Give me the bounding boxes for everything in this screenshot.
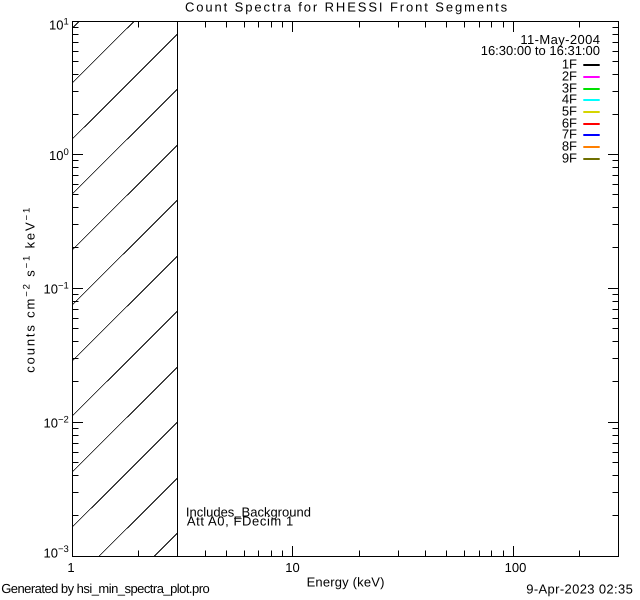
svg-text:100: 100 xyxy=(505,560,527,575)
svg-text:2F: 2F xyxy=(562,68,577,83)
svg-text:Att A0, FDecim 1: Att A0, FDecim 1 xyxy=(187,514,294,529)
svg-text:Count Spectra for RHESSI Front: Count Spectra for RHESSI Front Segments xyxy=(185,0,509,15)
svg-text:11-May-2004: 11-May-2004 xyxy=(520,32,600,47)
svg-text:7F: 7F xyxy=(562,126,577,141)
svg-text:10: 10 xyxy=(285,560,299,575)
svg-text:16:30:00 to 16:31:00: 16:30:00 to 16:31:00 xyxy=(481,43,600,58)
svg-text:3F: 3F xyxy=(562,80,577,95)
svg-text:100: 100 xyxy=(49,147,69,163)
svg-text:10−2: 10−2 xyxy=(43,414,68,430)
svg-text:10−3: 10−3 xyxy=(43,544,68,560)
svg-text:9-Apr-2023 02:35: 9-Apr-2023 02:35 xyxy=(526,582,633,597)
svg-text:Energy (keV): Energy (keV) xyxy=(307,574,385,589)
svg-text:5F: 5F xyxy=(562,103,577,118)
svg-text:4F: 4F xyxy=(562,91,577,106)
svg-text:8F: 8F xyxy=(562,138,577,153)
svg-text:9F: 9F xyxy=(562,150,577,165)
svg-text:Includes_Background: Includes_Background xyxy=(186,504,311,519)
svg-text:counts cm−2 s−1 keV−1: counts cm−2 s−1 keV−1 xyxy=(22,206,38,373)
svg-text:Generated by hsi_min_spectra_p: Generated by hsi_min_spectra_plot.pro xyxy=(1,581,209,596)
svg-text:101: 101 xyxy=(49,16,69,32)
svg-text:1F: 1F xyxy=(562,56,577,71)
svg-text:1: 1 xyxy=(67,560,74,575)
svg-text:10−1: 10−1 xyxy=(43,280,68,296)
svg-text:6F: 6F xyxy=(562,115,577,130)
